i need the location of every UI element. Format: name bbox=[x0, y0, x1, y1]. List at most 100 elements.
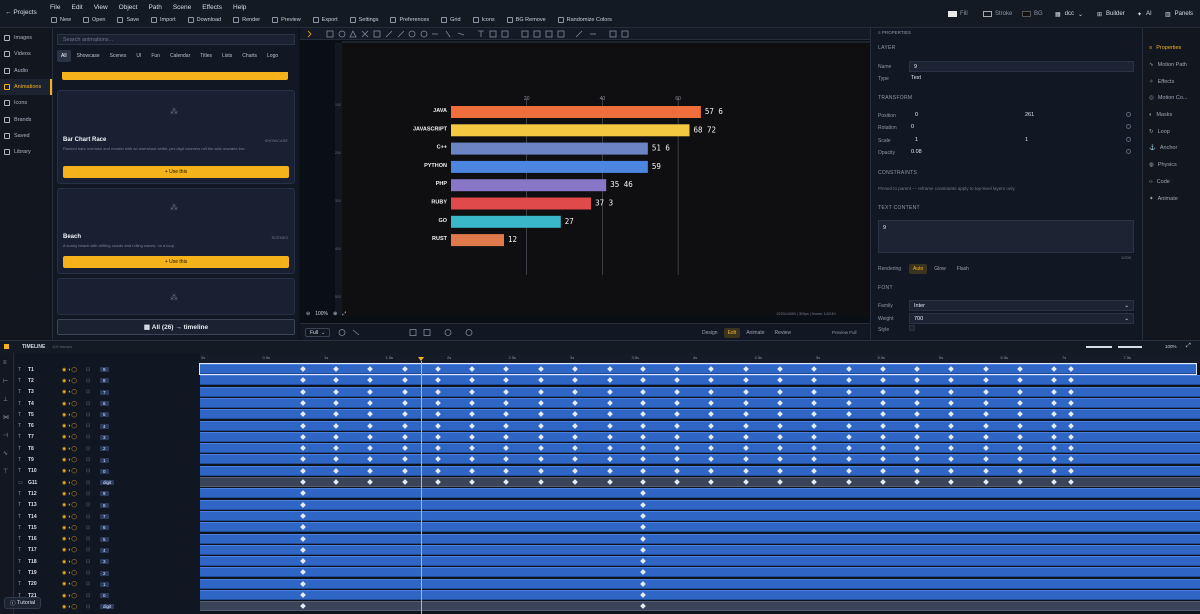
lock-icon[interactable]: ⊡ bbox=[86, 457, 91, 464]
sidebar-item-brands[interactable]: Brands bbox=[0, 111, 52, 127]
track-bar[interactable] bbox=[200, 590, 1200, 600]
sidebar-item-icons[interactable]: Icons bbox=[0, 95, 52, 111]
layer-name-input[interactable]: 9 bbox=[909, 61, 1134, 72]
easing-icon[interactable]: ∿ bbox=[3, 451, 9, 457]
track-bar[interactable] bbox=[200, 601, 1200, 612]
chip-fun[interactable]: Fun bbox=[151, 53, 160, 59]
track-controls[interactable]: ◉◑◯ bbox=[62, 366, 78, 373]
track-controls[interactable]: ◉◑◯ bbox=[62, 547, 78, 554]
track-bar[interactable] bbox=[200, 510, 1200, 521]
track-bar[interactable] bbox=[200, 409, 1200, 420]
chip-titles[interactable]: Titles bbox=[200, 53, 213, 59]
track-controls[interactable]: ◉◑◯ bbox=[62, 377, 78, 384]
track-bar[interactable] bbox=[200, 454, 1200, 465]
scale-x-field[interactable]: 1 bbox=[915, 137, 919, 143]
previous-card-use-button[interactable] bbox=[62, 72, 288, 80]
sidebar-item-audio[interactable]: Audio bbox=[0, 63, 52, 79]
animation-search-input[interactable]: Search animations... bbox=[57, 34, 295, 45]
track-row[interactable]: T T8 ◉◑◯ ⊡ 2 bbox=[14, 443, 200, 454]
track-bar[interactable] bbox=[200, 578, 1200, 589]
preview-full-button[interactable]: Preview Full bbox=[832, 330, 857, 335]
lock-icon[interactable]: ⊡ bbox=[86, 558, 91, 565]
document-switcher[interactable]: ▦ dcc ⌄ bbox=[1055, 11, 1084, 18]
lock-icon[interactable]: ⊡ bbox=[86, 592, 91, 599]
preview-button[interactable]: Preview bbox=[272, 17, 301, 23]
track-bar[interactable] bbox=[200, 397, 1200, 408]
track-bar[interactable] bbox=[200, 488, 1200, 499]
lock-icon[interactable]: ⊡ bbox=[86, 445, 91, 452]
track-row[interactable]: T T15 ◉◑◯ ⊡ 6 bbox=[14, 522, 200, 533]
font-family-select[interactable]: Inter ⌄ bbox=[909, 300, 1134, 311]
menu-view[interactable]: View bbox=[93, 4, 108, 11]
rendering-auto[interactable]: Auto bbox=[909, 264, 928, 274]
open-button[interactable]: Open bbox=[83, 17, 105, 23]
distribute-icon[interactable]: ⊥ bbox=[3, 397, 9, 403]
track-controls[interactable]: ◉◑◯ bbox=[62, 434, 78, 441]
track-row[interactable]: T T18 ◉◑◯ ⊡ 3 bbox=[14, 556, 200, 567]
render-button[interactable]: Render bbox=[233, 17, 260, 23]
lock-icon[interactable]: ⊡ bbox=[86, 423, 91, 430]
track-row[interactable]: T T19 ◉◑◯ ⊡ 2 bbox=[14, 567, 200, 578]
track-row[interactable]: T T5 ◉◑◯ ⊡ 5 bbox=[14, 409, 200, 420]
rendering-glow[interactable]: Glow bbox=[934, 266, 946, 272]
track-controls[interactable]: ◉◑◯ bbox=[62, 400, 78, 407]
menu-help[interactable]: Help bbox=[233, 4, 247, 11]
lock-icon[interactable]: ⊡ bbox=[86, 411, 91, 418]
track-bar[interactable] bbox=[200, 431, 1200, 442]
track-bar[interactable] bbox=[200, 533, 1200, 544]
new-button[interactable]: New bbox=[51, 17, 71, 23]
lock-icon[interactable]: ⊡ bbox=[86, 366, 91, 373]
playhead-handle[interactable] bbox=[418, 357, 424, 361]
track-controls[interactable]: ◉◑◯ bbox=[62, 479, 78, 486]
track-bar[interactable] bbox=[200, 499, 1200, 510]
snap-icon[interactable]: ⊣ bbox=[3, 433, 9, 439]
track-controls[interactable]: ◉◑◯ bbox=[62, 411, 78, 418]
animation-card-beach[interactable]: ⁂ Beach SCENES A sunny beach with drifti… bbox=[57, 188, 295, 274]
tab-animate[interactable]: ✦ Animate bbox=[1149, 195, 1178, 202]
font-weight-select[interactable]: 700 ⌄ bbox=[909, 313, 1134, 324]
mode-edit[interactable]: Edit bbox=[723, 328, 741, 338]
track-controls[interactable]: ◉◑◯ bbox=[62, 490, 78, 497]
menu-path[interactable]: Path bbox=[148, 4, 162, 11]
align-icon[interactable]: ⊢ bbox=[3, 379, 9, 385]
zoom-out-icon[interactable]: ⊖ bbox=[306, 311, 311, 317]
settings-button[interactable]: Settings bbox=[349, 17, 378, 23]
keyframe-toggle-icon[interactable] bbox=[1126, 137, 1131, 142]
rotation-field[interactable]: 0 bbox=[911, 124, 915, 130]
track-bar[interactable] bbox=[200, 465, 1200, 476]
chip-calendar[interactable]: Calendar bbox=[169, 53, 191, 59]
tab-masks[interactable]: ◐ Masks bbox=[1149, 112, 1173, 119]
lock-icon[interactable]: ⊡ bbox=[86, 536, 91, 543]
lock-icon[interactable]: ⊡ bbox=[86, 389, 91, 396]
track-bar[interactable] bbox=[200, 443, 1200, 454]
chip-showcase[interactable]: Showcase bbox=[76, 53, 100, 59]
track-controls[interactable]: ◉◑◯ bbox=[62, 536, 78, 543]
track-row[interactable]: T T14 ◉◑◯ ⊡ 7 bbox=[14, 511, 200, 522]
track-controls[interactable]: ◉◑◯ bbox=[62, 581, 78, 588]
tab-motion-path[interactable]: ∿ Motion Path bbox=[1149, 62, 1187, 69]
lock-icon[interactable]: ⊡ bbox=[86, 468, 91, 475]
import-button[interactable]: Import bbox=[151, 17, 176, 23]
menu-edit[interactable]: Edit bbox=[71, 4, 83, 11]
marker-icon[interactable]: ⊤ bbox=[3, 469, 9, 475]
time-ruler[interactable]: 0s 0.5s 1s 1.5s 2s 2.5s 3s 3.5s 4s 4.5s 5s 5.5s 6s 6.… bbox=[200, 353, 1200, 363]
chip-charts[interactable]: Charts bbox=[242, 53, 258, 59]
chip-lists[interactable]: Lists bbox=[222, 53, 233, 59]
track-row[interactable]: T T21 ◉◑◯ ⊡ 0 bbox=[14, 590, 200, 601]
track-row[interactable]: ▭G22◉◑◯⊡digit bbox=[14, 601, 200, 612]
track-row[interactable]: T T20 ◉◑◯ ⊡ 1 bbox=[14, 579, 200, 590]
track-row[interactable]: T T10 ◉◑◯ ⊡ 0 bbox=[14, 466, 200, 477]
track-bar[interactable] bbox=[199, 363, 1197, 375]
position-x-field[interactable]: 0 bbox=[915, 112, 919, 118]
lock-icon[interactable]: ⊡ bbox=[86, 581, 91, 588]
lock-icon[interactable]: ⊡ bbox=[86, 502, 91, 509]
mode-animate[interactable]: Animate bbox=[746, 330, 765, 336]
track-row[interactable]: T T7 ◉◑◯ ⊡ 3 bbox=[14, 432, 200, 443]
track-bar[interactable] bbox=[200, 420, 1200, 431]
tab-properties[interactable]: ≡ Properties bbox=[1149, 45, 1182, 52]
track-row[interactable]: T T2 ◉◑◯ ⊡ 8 bbox=[14, 375, 200, 386]
lock-icon[interactable]: ⊡ bbox=[86, 479, 91, 486]
preferences-button[interactable]: Preferences bbox=[390, 17, 429, 23]
track-row[interactable]: T T16 ◉◑◯ ⊡ 5 bbox=[14, 534, 200, 545]
grid-button[interactable]: Grid bbox=[441, 17, 461, 23]
